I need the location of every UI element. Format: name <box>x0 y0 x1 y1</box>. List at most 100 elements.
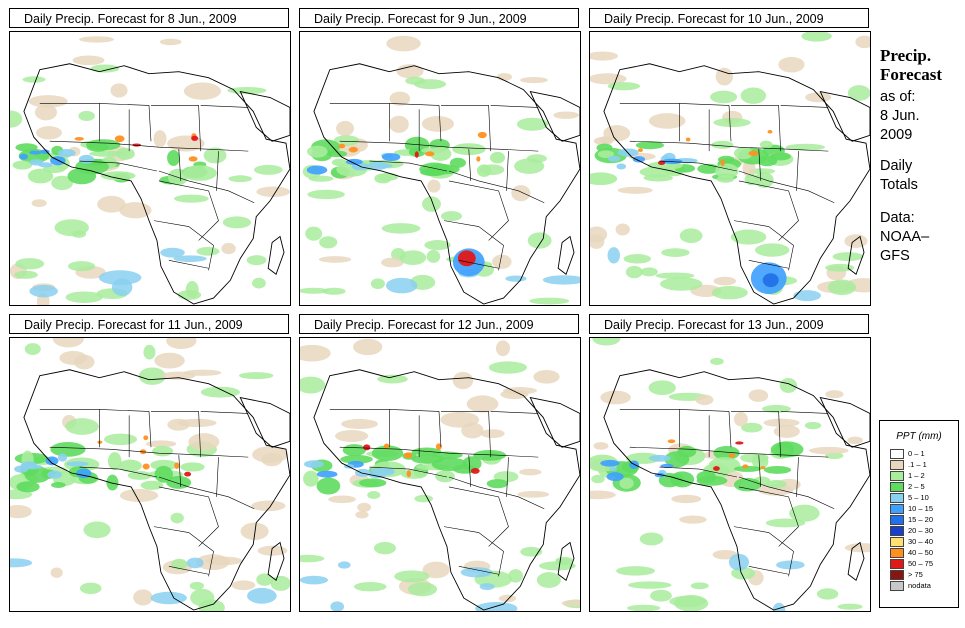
precip-blob <box>742 464 749 469</box>
legend-swatch <box>890 558 904 569</box>
precip-blob <box>146 440 177 448</box>
precip-blob <box>159 38 182 46</box>
precip-blob <box>460 567 493 578</box>
precip-blob <box>29 284 58 298</box>
precip-blob <box>619 477 634 489</box>
precip-blob <box>765 518 806 528</box>
precip-blob <box>825 390 844 399</box>
precip-blob <box>660 277 703 291</box>
precip-blob <box>182 165 217 181</box>
country-border <box>758 455 762 487</box>
precip-blob <box>789 504 820 522</box>
as-of-label: as of: <box>880 89 916 105</box>
country-border <box>730 105 781 152</box>
precip-blob <box>19 153 28 160</box>
precip-blob <box>635 141 664 150</box>
legend-item: 2 – 5 <box>880 481 958 492</box>
precip-blob <box>231 580 256 591</box>
precip-blob <box>47 470 62 479</box>
country-border <box>153 526 214 577</box>
precip-blob <box>421 115 454 132</box>
precip-blob <box>251 277 266 289</box>
precip-blob <box>427 179 441 193</box>
precip-blob <box>227 86 267 95</box>
precip-blob <box>200 386 240 398</box>
precip-blob <box>597 150 614 158</box>
precip-blob <box>345 158 363 165</box>
country-border <box>796 457 799 497</box>
precip-blob <box>335 430 369 442</box>
country-border <box>490 411 539 414</box>
legend-label: 20 – 30 <box>908 526 934 535</box>
precip-blob <box>154 352 185 369</box>
precip-blob <box>516 117 548 131</box>
precip-blob <box>300 554 325 563</box>
panel-title: Daily Precip. Forecast for 9 Jun., 2009 <box>299 8 579 28</box>
precip-blob <box>322 287 346 295</box>
precip-blob <box>79 36 115 43</box>
precip-blob <box>100 171 136 181</box>
precip-blob <box>403 452 413 459</box>
precip-blob <box>71 230 87 238</box>
precip-blob <box>114 135 125 143</box>
precip-blob <box>715 67 733 86</box>
precip-blob <box>319 236 338 249</box>
precip-blob <box>119 202 152 219</box>
map-svg <box>300 338 580 611</box>
precip-blob <box>640 267 658 277</box>
precip-blob <box>733 147 754 160</box>
country-border <box>733 220 794 271</box>
precip-blob <box>22 76 46 83</box>
country-border <box>796 151 799 191</box>
precip-blob <box>710 357 724 365</box>
precip-blob <box>600 390 631 405</box>
precip-blob <box>655 272 695 279</box>
country-border <box>443 526 504 577</box>
legend-label: nodata <box>908 581 931 590</box>
precip-blob <box>189 581 204 590</box>
precip-blob <box>19 464 43 470</box>
country-border <box>748 566 789 575</box>
precip-blob <box>79 582 102 595</box>
precip-blob <box>844 543 870 553</box>
precip-blob <box>183 82 221 100</box>
country-border <box>448 476 545 510</box>
sidebar-heading: Forecast <box>880 65 942 84</box>
precip-blob <box>561 599 580 607</box>
precip-blob <box>440 211 462 222</box>
legend-label: 40 – 50 <box>908 548 934 557</box>
map-svg <box>10 338 290 611</box>
precip-blob <box>426 249 441 263</box>
precip-blob <box>10 505 32 519</box>
country-border <box>738 476 835 510</box>
precip-blob <box>804 421 822 430</box>
precip-blob <box>711 140 734 149</box>
data-label: Data: <box>880 210 915 226</box>
precip-blob <box>196 554 230 571</box>
precip-blob <box>809 446 849 455</box>
precip-blob <box>748 389 769 402</box>
legend-swatch <box>890 525 904 536</box>
precip-blob <box>422 561 450 579</box>
precip-blob <box>607 82 641 91</box>
precip-blob <box>657 160 666 166</box>
precip-blob <box>10 110 23 128</box>
precip-map <box>9 337 291 612</box>
precip-blob <box>161 371 196 380</box>
country-border <box>780 411 829 414</box>
precip-blob <box>353 338 383 356</box>
precip-blob <box>188 433 220 451</box>
precip-blob <box>166 338 197 350</box>
precip-blob <box>660 463 674 468</box>
country-border <box>458 260 499 269</box>
precip-blob <box>759 140 773 149</box>
legend-swatch <box>890 492 904 503</box>
precip-blob <box>650 589 672 602</box>
precip-blob <box>78 154 95 164</box>
country-border <box>448 486 509 547</box>
country-border <box>178 149 182 181</box>
precip-blob <box>414 151 419 158</box>
precip-blob <box>188 156 198 162</box>
precip-blob <box>110 83 128 98</box>
coastline <box>847 235 865 275</box>
